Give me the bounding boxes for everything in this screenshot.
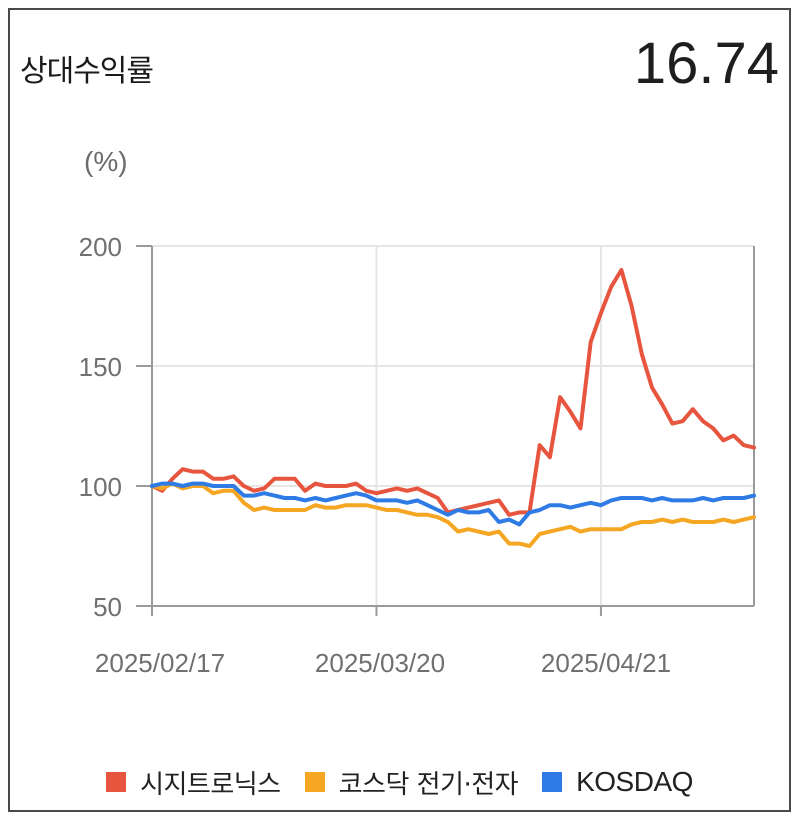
chart-grid (152, 245, 754, 606)
y-tick-label: 100 (79, 472, 122, 502)
legend-label: 코스닥 전기·전자 (338, 769, 519, 800)
legend-item: 코스닥 전기·전자 (304, 764, 519, 801)
chart-series (150, 268, 756, 548)
series-line-1 (150, 268, 756, 517)
legend-item: KOSDAQ (542, 766, 693, 798)
y-tick-label: 50 (93, 592, 122, 622)
line-chart: 50 100 150 200 2025/02/17 2025/03/20 2025/04/2… (79, 232, 756, 678)
series-line-3 (150, 481, 756, 527)
legend-label: 시지트로닉스 (140, 769, 281, 800)
chart-title: 상대수익률 (20, 54, 154, 89)
legend-swatch (106, 772, 127, 792)
y-unit-label: (%) (84, 146, 128, 177)
y-tick-label: 200 (79, 232, 122, 262)
series-line-2 (150, 481, 756, 548)
legend-label: KOSDAQ (576, 766, 693, 797)
legend-swatch (304, 772, 325, 792)
x-tick-label: 2025/03/20 (315, 648, 445, 678)
chart-axes (136, 245, 755, 616)
chart-card: 상대수익률 16.74 (%) 50 100 150 200 2025/02/17 202… (8, 8, 791, 812)
y-tick-label: 150 (79, 352, 122, 382)
legend-swatch (542, 772, 563, 792)
headline-value: 16.74 (633, 31, 779, 96)
x-tick-label: 2025/02/17 (95, 648, 225, 678)
chart-legend: 시지트로닉스 코스닥 전기·전자 KOSDAQ (10, 762, 789, 802)
chart-ticks: 50 100 150 200 2025/02/17 2025/03/20 2025/04/2… (79, 232, 671, 678)
legend-item: 시지트로닉스 (106, 764, 281, 801)
x-tick-label: 2025/04/21 (541, 648, 671, 678)
